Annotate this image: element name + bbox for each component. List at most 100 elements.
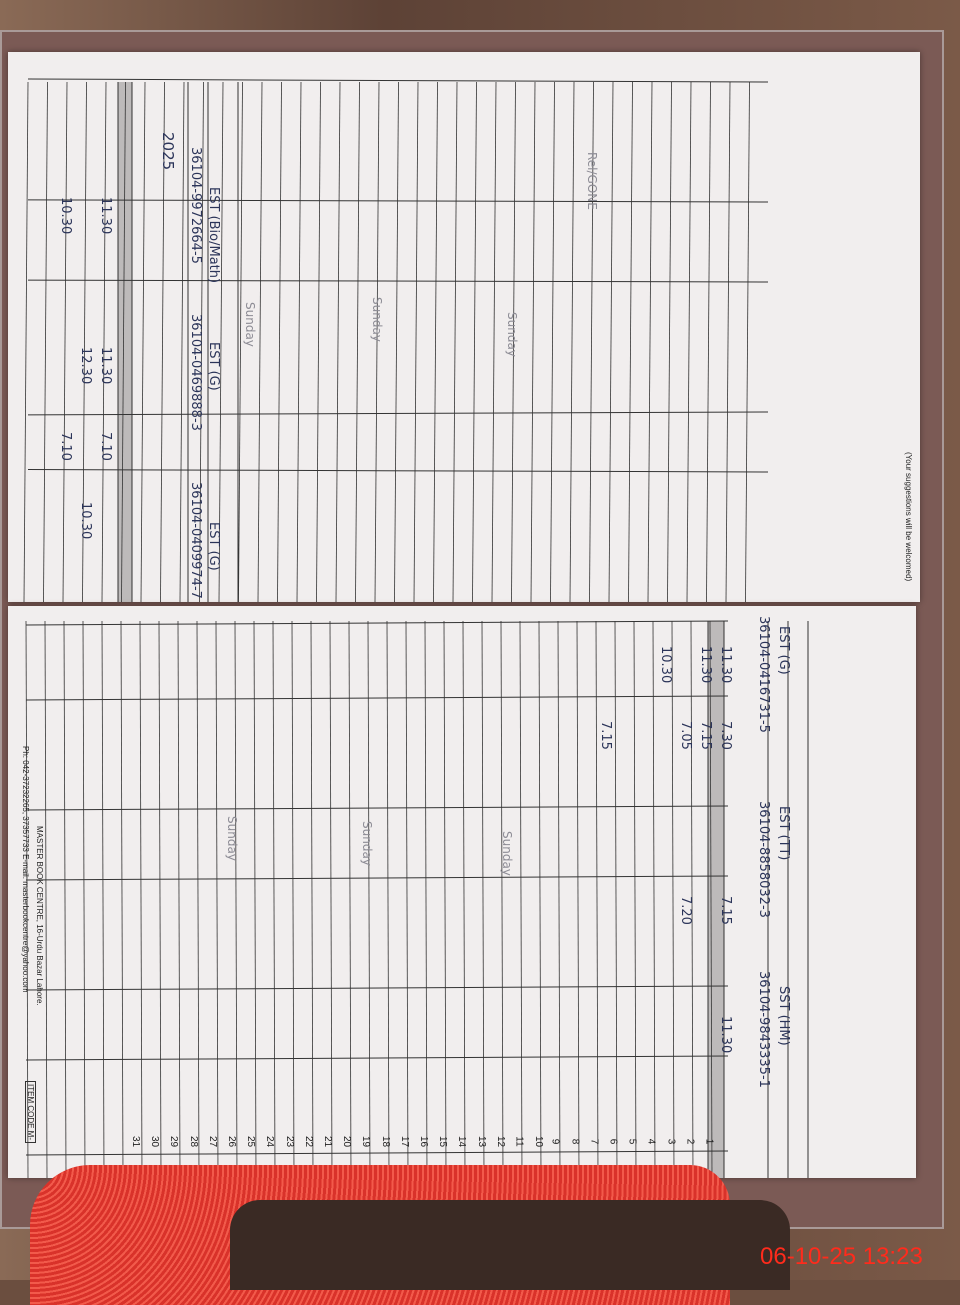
grid-line <box>82 81 87 602</box>
day-number: 30 <box>149 1135 161 1148</box>
grid-line <box>199 81 204 602</box>
time-entry: 7.30 <box>718 721 733 750</box>
note: Sunday <box>225 816 239 861</box>
grid-line <box>491 81 497 602</box>
day-number: 2 <box>684 1138 696 1145</box>
grid-line <box>140 81 146 602</box>
grid-line <box>253 620 257 1178</box>
staff-designation: EST (TT) <box>776 806 791 861</box>
grid-line <box>511 81 516 602</box>
time-entry: 12.30 <box>78 347 93 385</box>
day-number: 3 <box>664 1138 676 1145</box>
note: Sunday <box>500 831 514 876</box>
photo-timestamp: 06-10-25 13:23 <box>760 1243 923 1270</box>
grid-line <box>628 81 633 602</box>
grid-line <box>709 620 713 1178</box>
day-number: 12 <box>494 1135 506 1148</box>
grid-line <box>158 620 162 1178</box>
attendance-grid <box>23 78 769 602</box>
grid-line <box>25 1055 729 1061</box>
staff-designation: SST (HM) <box>776 986 791 1046</box>
day-number: 5 <box>626 1138 638 1145</box>
grid-line <box>121 81 126 602</box>
day-number: 4 <box>645 1138 657 1145</box>
time-entry: 7.15 <box>718 896 733 925</box>
day-number: 7 <box>588 1138 600 1145</box>
grid-line <box>595 620 599 1178</box>
grid-line <box>745 81 750 602</box>
grid-line <box>538 620 542 1178</box>
day-number: 26 <box>226 1135 238 1148</box>
time-entry: 11.30 <box>98 197 113 235</box>
grid-line <box>413 81 419 602</box>
grid-line <box>652 620 656 1178</box>
item-code: ITEM CODE M- <box>24 1081 36 1143</box>
grid-line <box>27 279 769 283</box>
grid-line <box>27 78 769 83</box>
time-entry: 7.15 <box>598 721 613 750</box>
grid-line <box>82 620 86 1178</box>
grid-line <box>277 81 282 602</box>
staff-designation: EST (G) <box>206 342 221 391</box>
day-number: 14 <box>456 1135 468 1148</box>
day-number: 18 <box>379 1135 391 1148</box>
grid-line <box>367 620 371 1178</box>
day-number: 31 <box>130 1135 142 1148</box>
grid-line <box>576 620 580 1178</box>
grid-line <box>310 620 314 1178</box>
grid-line <box>27 199 769 203</box>
day-number: 24 <box>264 1135 276 1148</box>
day-number: 10 <box>533 1135 545 1148</box>
footer-note: (Your suggestions will be welcomed) <box>904 452 913 582</box>
grid-line <box>329 620 333 1178</box>
day-number: 19 <box>360 1135 372 1148</box>
grid-line <box>335 81 341 602</box>
staff-cnic: 36104-0416731-5 <box>756 616 771 733</box>
grid-line <box>519 620 523 1178</box>
day-number: 9 <box>549 1138 561 1145</box>
grid-line <box>101 81 107 602</box>
time-entry: 10.30 <box>58 197 73 235</box>
grid-line <box>472 81 477 602</box>
grid-line <box>500 620 504 1178</box>
grid-line <box>386 620 390 1178</box>
staff-cnic: 36104-8858032-3 <box>756 801 771 918</box>
note: Rel/GONE <box>585 152 599 210</box>
day-number: 15 <box>437 1135 449 1148</box>
grid-line <box>101 620 105 1178</box>
grid-line <box>725 81 731 602</box>
grid-line <box>462 620 466 1178</box>
time-entry: 7.10 <box>98 432 113 461</box>
grid-line <box>608 81 614 602</box>
day-number: 17 <box>398 1135 410 1148</box>
time-entry: 7.10 <box>58 432 73 461</box>
grid-line <box>25 620 29 1178</box>
grid-line <box>27 469 769 473</box>
day-number: 13 <box>475 1135 487 1148</box>
grid-line <box>686 81 692 602</box>
day-number: 20 <box>341 1135 353 1148</box>
grid-line <box>257 81 263 602</box>
grid-line <box>196 620 200 1178</box>
year: 2025 <box>159 132 177 171</box>
register-page-top: 2025 EST (Bio/Math) 36104-9972664-5 EST … <box>8 52 920 602</box>
stool-shadow <box>230 1200 790 1290</box>
grid-line <box>569 81 575 602</box>
note: Sunday <box>370 297 384 342</box>
grid-line <box>647 81 653 602</box>
grid-line <box>589 81 594 602</box>
publisher-name: MASTER BOOK CENTRE, 16-Urdu Bazar Lahore… <box>35 826 44 1006</box>
grid-line <box>215 620 219 1178</box>
grid-line <box>405 620 409 1178</box>
register-page-bottom: EST (G) 36104-0416731-5 EST (TT) 36104-8… <box>8 606 916 1178</box>
day-number: 6 <box>607 1138 619 1145</box>
grid-line <box>374 81 380 602</box>
grid-line <box>63 620 67 1178</box>
grid-line <box>218 81 224 602</box>
day-number: 29 <box>168 1135 180 1148</box>
grid-line <box>296 81 302 602</box>
grid-line <box>179 81 185 602</box>
grid-line <box>433 81 438 602</box>
day-number: 23 <box>283 1135 295 1148</box>
staff-cnic: 36104-9972664-5 <box>188 147 203 264</box>
